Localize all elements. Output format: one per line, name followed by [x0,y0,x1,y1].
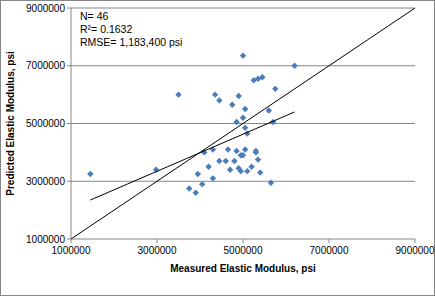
point [255,156,261,162]
point [87,171,93,177]
tick-label: 5000000 [26,118,65,129]
tick-label: 3000000 [26,176,65,187]
tick-label: 7000000 [26,60,65,71]
point [199,181,205,187]
point [259,74,265,80]
point [240,115,246,121]
point [253,148,259,154]
point [242,146,248,152]
point [193,190,199,196]
point [205,164,211,170]
tick-label: 9000000 [396,245,435,256]
annotation: RMSE= 1,183,400 psi [80,36,182,48]
tick-mark [329,239,330,243]
point [242,125,248,131]
plot-area [71,8,415,239]
point [229,102,235,108]
point [238,168,244,174]
point [195,171,201,177]
tick-mark [71,239,72,243]
point [216,97,222,103]
annotation: N= 46 [80,10,108,22]
tick-mark [67,65,71,66]
point [210,175,216,181]
point [233,148,239,154]
point [240,152,246,158]
x-axis [71,239,415,240]
point [244,168,250,174]
point [257,169,263,175]
tick-label: 9000000 [26,3,65,14]
tick-mark [415,239,416,243]
tick-mark [67,8,71,9]
x-axis-label: Measured Elastic Modulus, psi [170,263,316,274]
chart: 1000000 3000000 5000000 7000000 9000000 10000… [0,0,435,296]
grid-line [71,181,415,182]
point [240,52,246,58]
point [223,158,229,164]
tick-mark [243,239,244,243]
point [216,158,222,164]
point [248,164,254,170]
grid-line [71,65,415,66]
tick-label: 3000000 [138,245,177,256]
y-axis-label: Predicted Elastic Modulus, psi [5,51,16,196]
point [212,91,218,97]
line [90,112,294,200]
point [236,93,242,99]
tick-mark [67,181,71,182]
point [291,63,297,69]
point [231,158,237,164]
tick-label: 1000000 [26,234,65,245]
tick-label: 5000000 [224,245,263,256]
point [242,106,248,112]
point [268,179,274,185]
point [186,185,192,191]
y-axis [71,8,72,239]
point [175,91,181,97]
tick-label: 1000000 [52,245,91,256]
line [71,8,415,239]
annotation: R²= 0.1632 [80,23,132,35]
point [227,167,233,173]
point [272,86,278,92]
tick-label: 7000000 [310,245,349,256]
chart-border [1,1,435,296]
tick-mark [67,239,71,240]
point [233,119,239,125]
point [225,146,231,152]
tick-mark [67,123,71,124]
tick-mark [157,239,158,243]
grid-line [71,8,415,9]
